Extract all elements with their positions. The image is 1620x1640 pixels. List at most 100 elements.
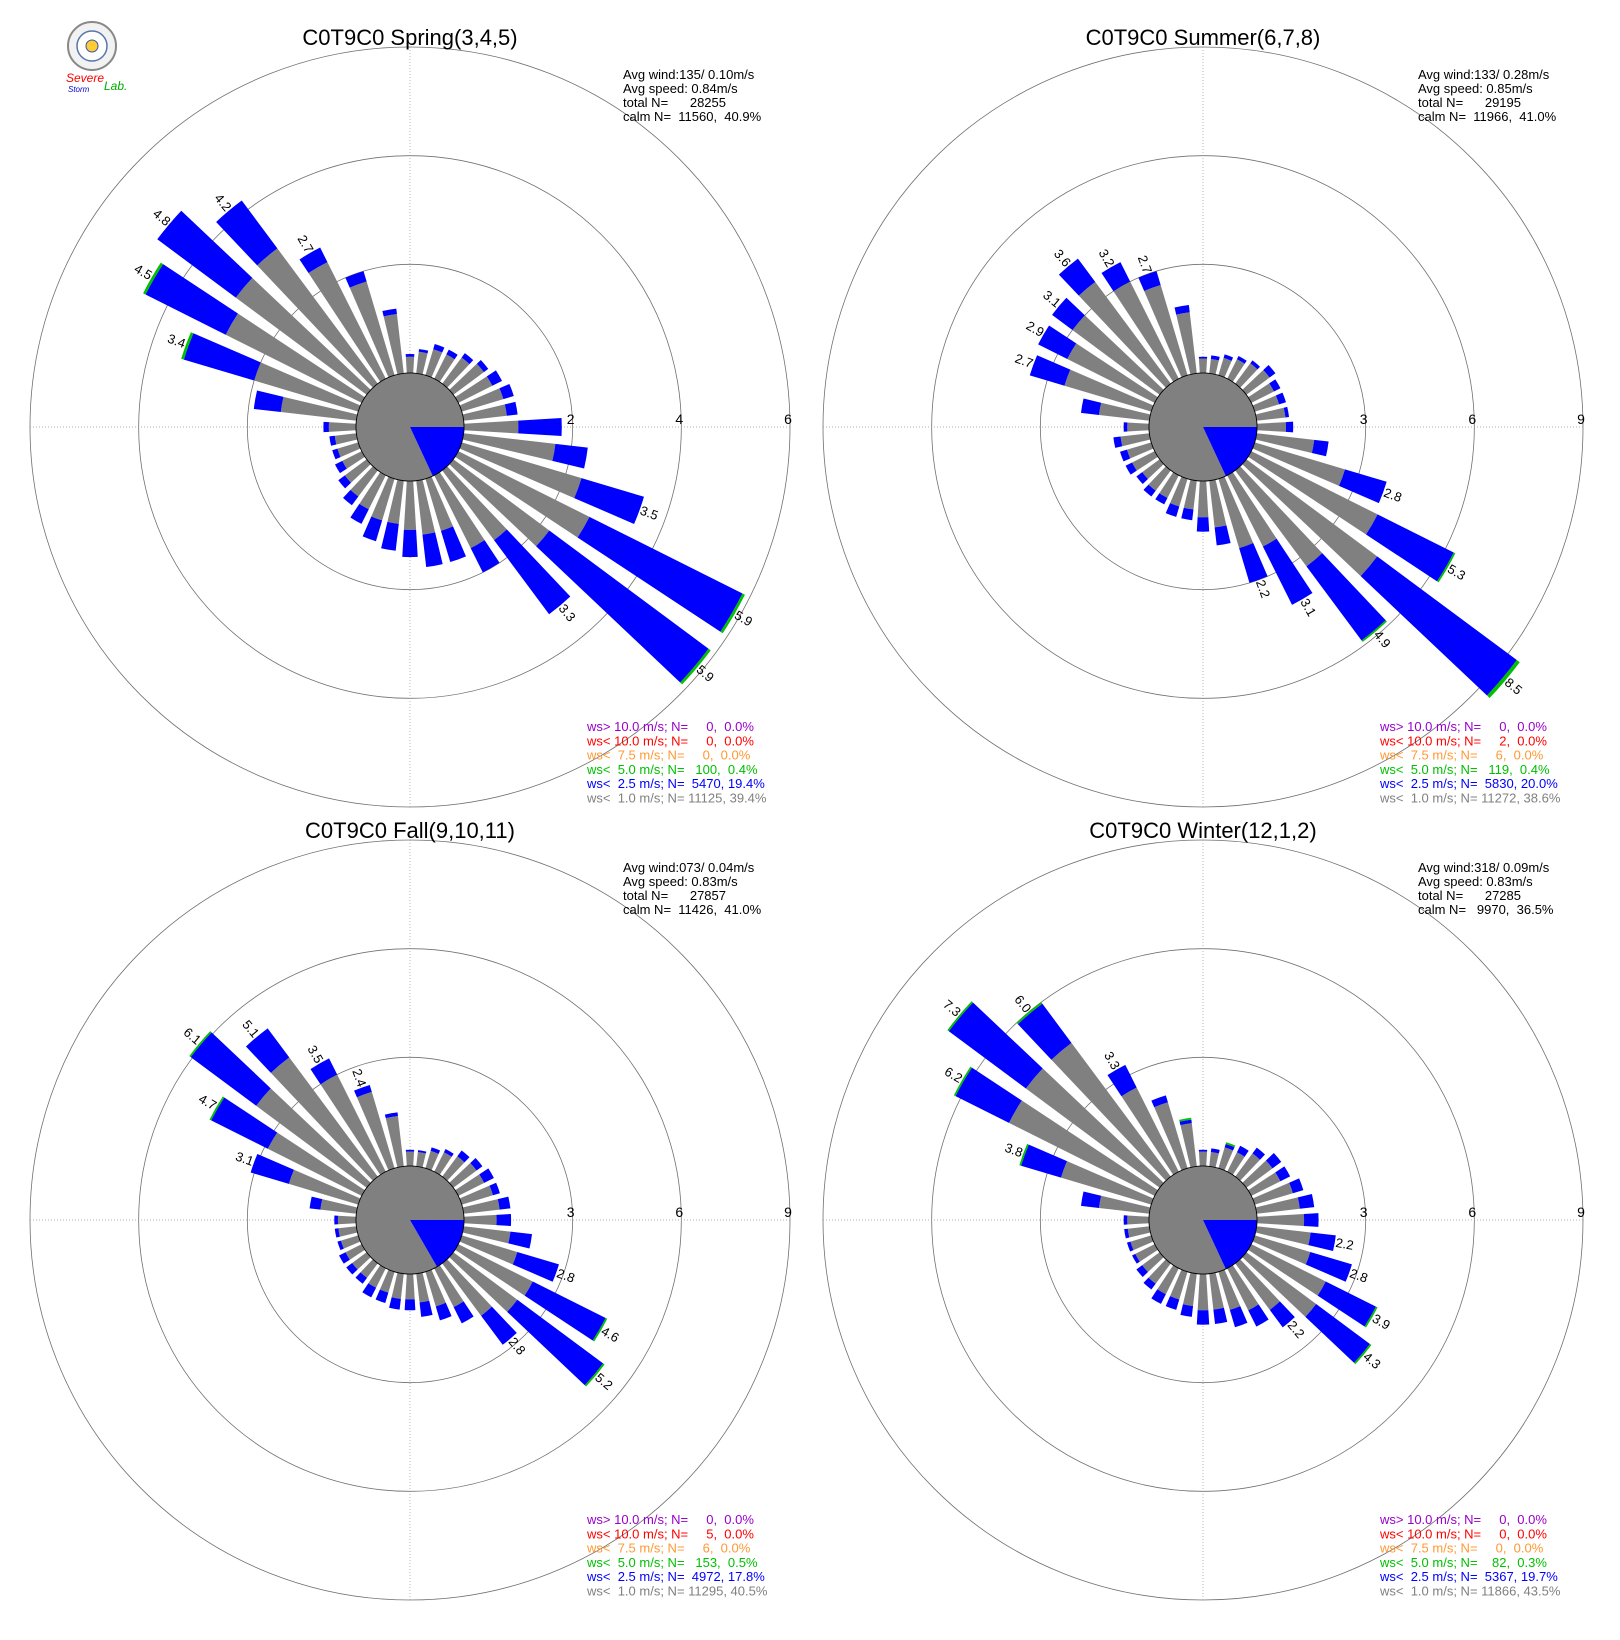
bar-segment-ws1: [434, 1265, 464, 1308]
bar-segment-ws3: [1364, 1306, 1378, 1328]
bar-segment-ws2: [1285, 421, 1294, 433]
bar-segment-ws2: [552, 443, 588, 469]
panel-title: C0T9C0 Winter(12,1,2): [1089, 818, 1316, 843]
bar-segment-ws1: [267, 1132, 365, 1196]
bar-segment-ws1: [459, 1185, 493, 1205]
bar-segment-ws2: [418, 349, 429, 354]
bar-segment-ws1: [350, 466, 378, 497]
bar-segment-ws2: [1366, 514, 1454, 582]
bar-segment-ws1: [1198, 1151, 1208, 1167]
bar-segment-ws1: [280, 396, 358, 421]
stats-line: Avg wind:133/ 0.28m/s: [1418, 67, 1550, 82]
bar-segment-ws1: [1197, 480, 1209, 518]
bar-segment-ws2: [334, 460, 347, 474]
bar-segment-ws2: [1181, 507, 1194, 521]
ring-label: 9: [784, 1204, 792, 1220]
bar-segment-ws1: [342, 451, 365, 469]
bar-segment-ws2: [577, 516, 743, 632]
bar-segment-ws3: [143, 262, 164, 295]
bar-segment-ws2: [334, 1228, 340, 1238]
bar-segment-ws2: [1275, 1166, 1291, 1182]
bar-segment-ws1: [1127, 1215, 1150, 1225]
bar-segment-ws1: [288, 1169, 361, 1205]
bar-segment-ws2: [1306, 553, 1386, 641]
bar-segment-ws3: [1179, 1117, 1192, 1122]
ring-label: 6: [784, 411, 792, 427]
bar-segment-ws2: [1224, 1143, 1235, 1151]
bar-segment-ws1: [1255, 1197, 1300, 1214]
bar-segment-ws1: [1121, 1087, 1179, 1175]
bar-segment-ws1: [405, 1273, 415, 1300]
bar-segment-ws2: [1311, 439, 1329, 457]
bar-segment-ws2: [346, 1262, 358, 1275]
bar-segment-ws2: [338, 475, 352, 489]
bar-segment-ws2: [375, 1289, 389, 1303]
bar-segment-ws1: [1235, 466, 1323, 567]
bar-segment-ws1: [442, 1259, 492, 1316]
bar-segment-ws2: [216, 200, 278, 266]
stats-line: Avg speed: 0.85m/s: [1418, 81, 1533, 96]
bar-segment-ws1: [463, 1214, 497, 1226]
bar-segment-ws1: [320, 1074, 386, 1175]
bar-segment-ws3: [1361, 620, 1387, 642]
ring-label: 3: [567, 1204, 575, 1220]
legend-entry: ws< 5.0 m/s; N= 82, 0.3%: [1379, 1555, 1547, 1570]
bar-segment-ws2: [518, 417, 562, 437]
bar-segment-ws1: [1130, 1235, 1154, 1251]
bar-segment-ws1: [1170, 476, 1188, 507]
bar-segment-ws2: [343, 489, 359, 506]
bar-segment-ws2: [955, 1067, 1022, 1123]
bar-segment-ws2: [433, 344, 445, 353]
bar-segment-ws2: [339, 1252, 350, 1264]
bar-value-label: 2.2: [1253, 578, 1273, 600]
bar-segment-ws2: [299, 247, 328, 274]
bar-segment-ws1: [1120, 433, 1151, 447]
bar-segment-ws2: [1021, 1144, 1068, 1178]
bar-segment-ws2: [355, 1272, 368, 1284]
legend-entry: ws< 10.0 m/s; N= 0, 0.0%: [586, 733, 754, 748]
logo-seal-center-icon: [85, 39, 99, 53]
bar-segment-ws1: [455, 1244, 533, 1296]
bar-value-label: 2.4: [349, 1067, 369, 1089]
bar-segment-ws1: [257, 248, 378, 388]
bar-segment-ws1: [308, 262, 386, 382]
bar-segment-ws1: [1067, 343, 1158, 403]
bar-segment-ws2: [948, 1002, 1043, 1089]
bar-segment-ws2: [1126, 1241, 1134, 1252]
bar-segment-ws2: [145, 264, 238, 335]
bar-segment-ws2: [1250, 360, 1261, 370]
bar-segment-ws2: [1303, 1213, 1319, 1227]
bar-segment-ws1: [1182, 1272, 1197, 1307]
bar-segment-ws1: [235, 277, 371, 395]
bar-segment-ws1: [1255, 1226, 1311, 1246]
bar-segment-ws1: [1235, 363, 1258, 388]
bar-value-label: 3.5: [638, 503, 660, 523]
bar-segment-ws2: [334, 1215, 339, 1225]
bar-segment-ws1: [405, 356, 415, 374]
bar-segment-ws1: [1227, 359, 1245, 382]
bar-segment-ws1: [405, 1151, 415, 1167]
bar-segment-ws2: [486, 370, 503, 386]
bar-segment-ws1: [1198, 358, 1208, 374]
bar-segment-ws1: [320, 1199, 358, 1214]
ring-label: 2: [567, 411, 575, 427]
bar-segment-ws2: [362, 516, 383, 542]
bar-segment-ws1: [338, 1226, 358, 1237]
bar-segment-ws2: [1058, 258, 1096, 296]
bar-segment-ws1: [1242, 369, 1270, 395]
bar-segment-ws3: [720, 593, 745, 634]
bar-segment-ws1: [1248, 1244, 1326, 1296]
bar-segment-ws1: [425, 1150, 439, 1171]
bar-segment-ws1: [359, 472, 386, 510]
bar-segment-ws2: [389, 1297, 401, 1310]
bar-segment-ws2: [1029, 355, 1071, 386]
legend-entry: ws< 7.5 m/s; N= 0, 0.0%: [586, 748, 751, 763]
bar-segment-ws2: [404, 1299, 416, 1311]
bar-segment-ws1: [1144, 284, 1188, 378]
bar-segment-ws1: [434, 1152, 452, 1175]
bar-segment-ws1: [1148, 1259, 1171, 1284]
bar-segment-ws1: [356, 1091, 395, 1171]
bar-segment-ws1: [442, 357, 470, 388]
bar-segment-ws2: [422, 532, 443, 567]
legend-entry: ws> 10.0 m/s; N= 0, 0.0%: [1379, 719, 1547, 734]
